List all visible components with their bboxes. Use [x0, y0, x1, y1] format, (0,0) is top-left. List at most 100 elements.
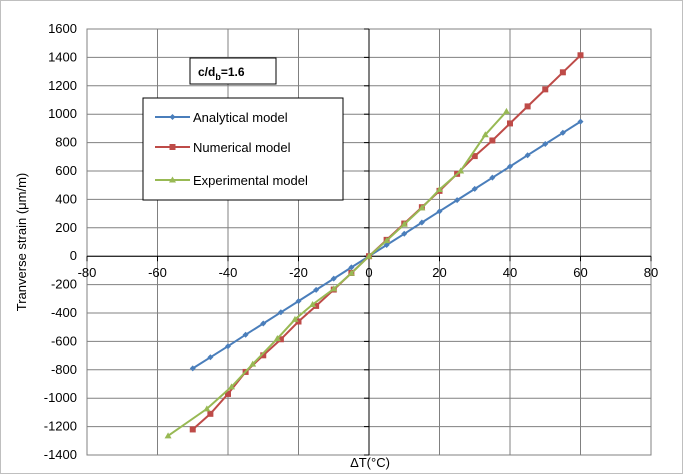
legend-swatch-marker	[169, 144, 176, 150]
data-point	[454, 197, 461, 204]
y-tick-label: -1000	[44, 390, 77, 405]
data-point	[189, 426, 196, 433]
legend: Analytical model Numerical model Experimen…	[142, 97, 344, 201]
legend-label: Analytical model	[193, 110, 288, 125]
legend-entry-3: Experimental model	[155, 173, 308, 188]
x-axis-label: ΔT(°C)	[350, 455, 390, 470]
data-point	[309, 300, 317, 307]
data-point	[524, 103, 531, 110]
data-point	[401, 230, 408, 237]
data-point	[249, 360, 257, 367]
legend-frame	[142, 97, 344, 201]
data-point	[277, 309, 284, 316]
data-point	[330, 275, 337, 282]
annotation-sub: b	[215, 72, 221, 82]
data-point	[207, 354, 214, 361]
data-point	[189, 365, 196, 372]
series-1	[189, 118, 584, 372]
data-point	[542, 141, 549, 148]
data-point	[489, 174, 496, 181]
data-point	[383, 241, 390, 248]
data-point	[418, 219, 425, 226]
y-tick-label: 0	[70, 248, 77, 263]
data-point	[242, 331, 249, 338]
y-tick-label: 200	[55, 220, 77, 235]
y-tick-label: 1600	[48, 21, 77, 36]
annotation-tail: =1.6	[221, 65, 245, 79]
data-point	[471, 185, 478, 192]
data-point	[559, 69, 566, 76]
data-point	[228, 383, 236, 390]
x-tick-label: 60	[573, 265, 587, 280]
data-point	[507, 163, 513, 170]
data-point	[436, 185, 443, 192]
legend-entry-1: Analytical model	[155, 110, 288, 125]
x-tick-label: -20	[289, 265, 308, 280]
y-tick-label: 800	[55, 135, 77, 150]
legend-label: Numerical model	[193, 140, 291, 155]
data-point	[164, 432, 172, 439]
data-point	[291, 315, 299, 322]
x-tick-label: 20	[432, 265, 446, 280]
y-tick-label: -1200	[44, 419, 77, 434]
data-point	[225, 390, 231, 397]
data-point	[507, 120, 513, 127]
y-tick-label: 1400	[48, 49, 77, 64]
legend-swatch-marker	[169, 114, 176, 120]
data-point	[313, 286, 320, 293]
annotation-box: c/db=1.6	[189, 57, 277, 85]
x-tick-label: -40	[219, 265, 238, 280]
data-point	[471, 153, 478, 160]
data-point	[524, 152, 531, 159]
y-tick-label: 1000	[48, 106, 77, 121]
y-tick-label: 600	[55, 163, 77, 178]
x-tick-label: -80	[78, 265, 97, 280]
y-axis-label: Tranverse strain (μm/m)	[14, 173, 29, 311]
data-point	[489, 137, 496, 144]
x-tick-label: 80	[644, 265, 658, 280]
data-point	[203, 405, 211, 412]
data-point	[330, 285, 338, 292]
data-point	[277, 336, 284, 343]
tick-labels: -80 -60 -40 -20 0 20 40 60 80-1400-1200-1000-800…	[44, 21, 658, 462]
data-point	[295, 298, 302, 305]
y-tick-label: 1200	[48, 78, 77, 93]
series-3	[164, 107, 510, 439]
x-tick-label: 40	[503, 265, 517, 280]
data-point	[260, 352, 267, 359]
annotation-text: c/db=1.6	[198, 65, 245, 82]
annotation-main: c/d	[198, 65, 215, 79]
y-tick-label: -800	[51, 362, 77, 377]
data-point	[577, 118, 584, 125]
data-point	[295, 318, 302, 325]
y-tick-label: -400	[51, 305, 77, 320]
y-tick-label: -1400	[44, 447, 77, 462]
data-point	[260, 320, 267, 327]
x-tick-label: 0	[365, 265, 372, 280]
data-point	[347, 269, 355, 276]
annotation-frame	[189, 57, 277, 85]
data-point	[436, 208, 443, 215]
data-point	[383, 237, 391, 244]
data-point	[400, 220, 408, 227]
data-point	[542, 86, 549, 93]
data-point	[418, 204, 426, 211]
data-point	[225, 343, 231, 350]
y-tick-label: 400	[55, 191, 77, 206]
series-layer	[164, 52, 584, 439]
data-point	[457, 167, 465, 174]
data-point	[207, 410, 214, 417]
y-tick-label: -600	[51, 333, 77, 348]
y-tick-label: -200	[51, 277, 77, 292]
legend-entry-2: Numerical model	[155, 140, 291, 155]
data-point	[313, 302, 320, 309]
legend-swatch-marker	[169, 176, 176, 183]
data-point	[348, 264, 355, 271]
data-point	[365, 252, 373, 259]
data-point	[481, 131, 489, 138]
data-point	[559, 129, 566, 136]
legend-label: Experimental model	[193, 173, 308, 188]
data-point	[577, 52, 584, 59]
